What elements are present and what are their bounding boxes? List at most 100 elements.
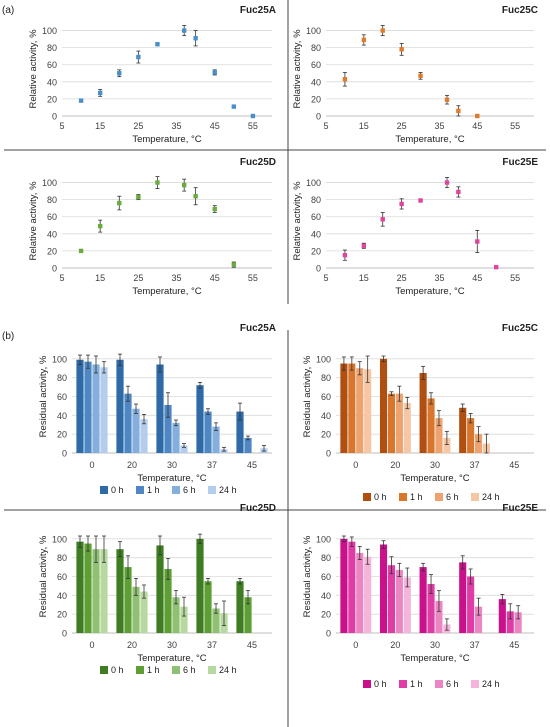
bar — [356, 368, 364, 453]
y-tick-label: 60 — [57, 392, 67, 402]
y-tick-label: 80 — [311, 43, 321, 53]
data-point — [78, 248, 84, 254]
x-tick-label: 45 — [472, 273, 482, 283]
panel-a-label: (a) — [2, 5, 14, 16]
data-point — [418, 198, 423, 203]
chart-title: Fuc25A — [240, 323, 276, 334]
x-tick-label: 15 — [359, 273, 369, 283]
x-tick-label: 55 — [248, 273, 258, 283]
x-axis-label: Temperature, °C — [132, 286, 201, 297]
bar — [164, 568, 172, 633]
data-point — [399, 201, 404, 207]
bar — [395, 569, 403, 633]
legend-label: 0 h — [111, 485, 124, 495]
legend-label: 24 h — [482, 679, 500, 689]
y-axis-label: Residual activity, % — [302, 535, 313, 617]
x-tick-label: 20 — [390, 640, 400, 650]
bar — [180, 445, 188, 453]
y-tick-label: 20 — [321, 610, 331, 620]
bar — [132, 408, 140, 453]
bar — [459, 562, 467, 633]
chart-title: Fuc25D — [240, 503, 276, 514]
data-point — [493, 264, 499, 270]
panel-b-label: (b) — [2, 331, 14, 342]
x-tick-label: 30 — [167, 640, 177, 650]
bar — [348, 363, 356, 453]
x-tick-label: 15 — [95, 121, 105, 131]
data-point — [117, 200, 122, 206]
bar — [76, 541, 84, 633]
y-tick-label: 60 — [321, 392, 331, 402]
x-tick-label: 45 — [210, 121, 220, 131]
bar — [100, 549, 108, 633]
data-point — [181, 28, 187, 33]
chart-title: Fuc25A — [240, 5, 276, 16]
legend-label: 1 h — [147, 485, 160, 495]
chart-title: Fuc25C — [502, 5, 538, 16]
legend-label: 1 h — [147, 665, 160, 675]
bar — [124, 567, 132, 633]
bar — [92, 549, 100, 633]
bar — [84, 543, 92, 633]
data-point — [475, 239, 480, 244]
y-tick-label: 100 — [42, 26, 57, 36]
bar — [435, 600, 443, 633]
bar — [475, 434, 483, 453]
bar — [100, 367, 108, 453]
legend-label: 24 h — [482, 492, 500, 502]
bar — [475, 606, 483, 633]
x-tick-label: 0 — [89, 640, 94, 650]
legend-swatch — [100, 486, 108, 494]
y-tick-label: 100 — [316, 354, 331, 364]
bar — [244, 597, 252, 633]
x-tick-label: 25 — [397, 273, 407, 283]
y-tick-label: 20 — [57, 610, 67, 620]
chart-title: Fuc25E — [502, 503, 538, 514]
x-tick-label: 45 — [247, 460, 257, 470]
legend-label: 6 h — [446, 492, 459, 502]
data-point — [136, 54, 141, 60]
bar — [514, 612, 522, 633]
data-point — [418, 73, 423, 79]
y-tick-label: 20 — [311, 94, 321, 104]
y-tick-label: 80 — [47, 43, 57, 53]
bar — [387, 393, 395, 453]
x-tick-label: 5 — [59, 273, 64, 283]
x-tick-label: 45 — [210, 273, 220, 283]
bar — [204, 411, 212, 453]
bar — [356, 552, 364, 633]
legend-swatch — [435, 680, 443, 688]
bar — [403, 577, 411, 633]
x-tick-label: 30 — [430, 460, 440, 470]
y-tick-label: 0 — [62, 629, 67, 639]
y-axis-label: Residual activity, % — [38, 535, 49, 617]
x-tick-label: 30 — [430, 640, 440, 650]
y-axis-label: Relative activity, % — [292, 181, 303, 261]
bar — [76, 359, 84, 453]
data-point — [136, 194, 141, 200]
data-point — [231, 104, 237, 109]
data-point — [361, 37, 367, 43]
data-point — [212, 206, 217, 212]
y-tick-label: 100 — [52, 354, 67, 364]
x-tick-label: 55 — [248, 121, 258, 131]
bar — [435, 418, 443, 453]
legend-label: 6 h — [183, 665, 196, 675]
y-tick-label: 100 — [306, 178, 321, 188]
data-point — [250, 113, 256, 119]
y-tick-label: 40 — [57, 591, 67, 601]
data-point — [155, 42, 160, 47]
data-point — [399, 47, 404, 52]
bar — [140, 591, 148, 633]
chart-title: Fuc25C — [502, 323, 538, 334]
y-tick-label: 40 — [47, 229, 57, 239]
y-tick-label: 0 — [326, 449, 331, 459]
legend-label: 0 h — [374, 679, 387, 689]
legend-label: 6 h — [183, 485, 196, 495]
bar — [124, 393, 132, 453]
data-point — [444, 180, 450, 185]
y-axis-label: Residual activity, % — [302, 355, 313, 437]
